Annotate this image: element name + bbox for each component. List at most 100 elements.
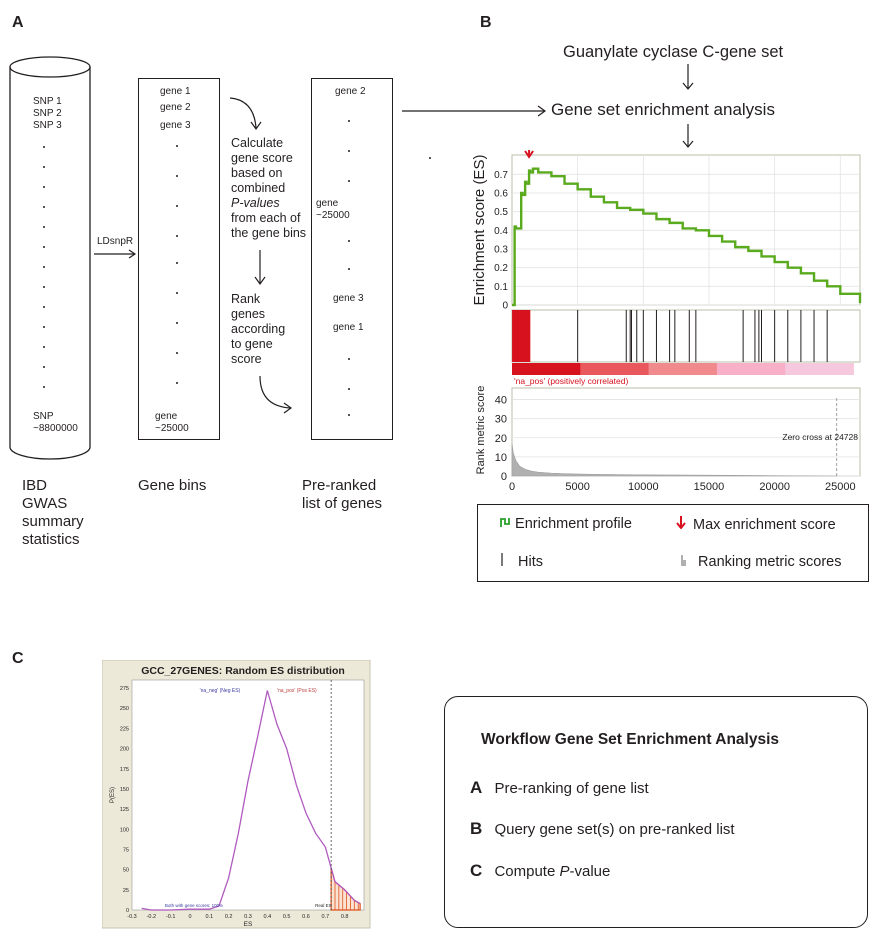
gene-item: gene 3: [160, 120, 191, 131]
rank-metric-area: [511, 443, 837, 477]
dist-x-tick: 0.7: [322, 914, 330, 920]
ellipsis-dot: [43, 186, 45, 188]
rank-y-tick: 40: [495, 395, 507, 407]
gene-item: gene 1: [160, 86, 191, 97]
ellipsis-dot: [176, 322, 178, 324]
pos-es-label: 'na_pos' (Pos ES): [277, 688, 317, 694]
dist-x-tick: 0.5: [283, 914, 291, 920]
rank-line: score: [231, 352, 262, 366]
rank-line: genes: [231, 307, 266, 321]
rank-x-tick: 15000: [694, 481, 725, 493]
ldsnpr-label: LDsnpR: [97, 236, 134, 247]
gene-last-label: gene: [155, 411, 178, 422]
ellipsis-dot: [176, 292, 178, 294]
max-es-arrow-head: [524, 150, 534, 159]
panel-label-b: B: [480, 14, 492, 31]
snp-item: SNP 3: [33, 120, 62, 131]
ranking-color-segment: [512, 363, 581, 375]
es-y-tick: 0.3: [494, 245, 508, 256]
rank-x-tick: 10000: [628, 481, 659, 493]
dist-x-tick: 0.8: [341, 914, 349, 920]
snp-last: SNP ~8800000: [33, 411, 78, 435]
workflow-step-b: B Query gene set(s) on pre-ranked list: [470, 819, 735, 839]
real-es-label: Real ES: [315, 903, 332, 908]
ellipsis-dot: [176, 382, 178, 384]
dist-y-tick: 0: [126, 908, 129, 914]
dist-y-tick: 100: [120, 827, 129, 833]
rank-x-tick: 0: [509, 481, 515, 493]
legend-item-max-score: Max enrichment score: [675, 516, 836, 533]
step-suffix: -value: [569, 863, 611, 880]
curved-arrow-top: [229, 97, 262, 131]
step-italic: P: [559, 863, 570, 880]
ranking-color-segment: [716, 363, 786, 375]
snp-cylinder: [9, 56, 91, 460]
workflow-title: Workflow Gene Set Enrichment Analysis: [481, 731, 780, 748]
dist-x-tick: 0.3: [244, 914, 252, 920]
caption-line: GWAS: [22, 495, 68, 512]
bottom-left-label: Both with gene scores: 100%: [165, 903, 223, 908]
dist-x-tick: -0.3: [127, 914, 136, 920]
ellipsis-dot: [176, 175, 178, 177]
ellipsis-dot: [43, 326, 45, 328]
ellipsis-dot: [43, 386, 45, 388]
gene-set-title: Guanylate cyclase C-gene set: [563, 43, 784, 61]
rank-x-tick: 20000: [759, 481, 790, 493]
stray-dot: [429, 157, 431, 159]
dist-x-tick: 0.4: [264, 914, 272, 920]
dist-y-tick: 275: [120, 686, 129, 692]
calculate-text: Calculate gene score based on combined P…: [231, 136, 306, 241]
dist-x-tick: 0.1: [206, 914, 214, 920]
legend-item-enrichment-profile: Enrichment profile: [500, 516, 632, 532]
legend-label: Ranking metric scores: [698, 554, 842, 570]
ranking-color-segment: [785, 363, 854, 375]
ranked-item-count: ~25000: [316, 210, 350, 221]
gsea-label: Gene set enrichment analysis: [551, 100, 775, 119]
ellipsis-dot: [176, 145, 178, 147]
es-y-tick: 0.5: [494, 207, 508, 218]
rank-line: to gene: [231, 337, 273, 351]
caption-line: Pre-ranked: [302, 477, 377, 494]
caption-gene-bins: Gene bins: [138, 477, 207, 494]
gsea-enrichment-figure: 0 0.1 0.2 0.3 0.4 0.5 0.6 0.7 Enrichment score (…: [471, 150, 862, 493]
gene-last-count: ~25000: [155, 423, 189, 434]
ellipsis-dot: [348, 388, 350, 390]
ellipsis-dot: [348, 240, 350, 242]
curved-arrow-bottom: [259, 375, 293, 414]
calc-line: from each of: [231, 211, 301, 225]
step-text: Query gene set(s) on pre-ranked list: [494, 821, 735, 838]
rank-y-tick: 0: [501, 471, 507, 483]
ellipsis-dot: [43, 146, 45, 148]
snp-last-count: ~8800000: [33, 423, 78, 434]
calc-line: based on: [231, 166, 283, 180]
ranked-item: gene 2: [335, 86, 366, 97]
calc-line: Calculate: [231, 136, 284, 150]
step-text: Pre-ranking of gene list: [494, 780, 649, 797]
es-y-tick: 0: [502, 301, 508, 312]
ellipsis-dot: [176, 235, 178, 237]
ellipsis-dot: [348, 414, 350, 416]
ellipsis-dot: [43, 266, 45, 268]
ranking-color-segment: [648, 363, 718, 375]
ellipsis-dot: [176, 352, 178, 354]
legend-item-hits: Hits: [500, 553, 543, 570]
arrow-down-2: [682, 124, 694, 148]
ellipsis-dot: [176, 262, 178, 264]
rank-y-tick: 20: [495, 433, 507, 445]
down-arrow-icon: [675, 516, 689, 533]
hit-bar-icon: [500, 553, 514, 570]
rank-y-axis-label: Rank metric score: [475, 386, 487, 475]
down-arrow-middle: [254, 250, 266, 286]
snp-last-label: SNP: [33, 411, 54, 422]
ellipsis-dot: [176, 205, 178, 207]
dist-y-tick: 150: [120, 787, 129, 793]
ellipsis-dot: [43, 166, 45, 168]
pre-ranked-box: [311, 78, 393, 440]
dist-x-tick: 0.2: [225, 914, 233, 920]
workflow-step-c: C Compute P-value: [470, 861, 610, 881]
calc-line: P-values: [231, 196, 280, 210]
dist-y-tick: 225: [120, 726, 129, 732]
gene-bins-last: gene ~25000: [155, 411, 189, 435]
dist-y-tick: 50: [123, 868, 129, 874]
neg-es-label: 'na_neg' (Neg ES): [200, 688, 241, 694]
